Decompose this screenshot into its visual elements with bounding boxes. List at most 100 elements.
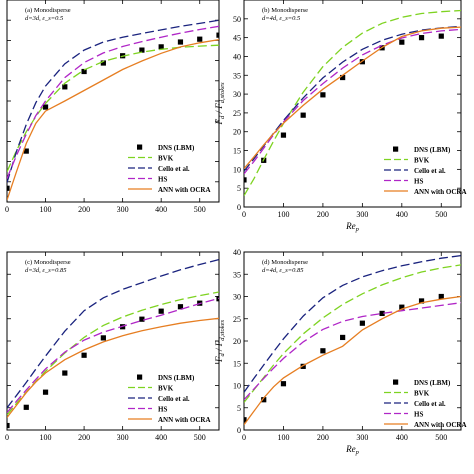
x-axis-title: Rep — [345, 444, 360, 456]
y-tick-label: 15 — [233, 359, 241, 368]
x-tick-label: 100 — [277, 433, 289, 442]
chart-panel-4: 0 100 200 300 400 500 0 5 10 15 20 25 30 35 40 (d) Mono… — [214, 248, 467, 456]
legend-marker-dns — [137, 144, 143, 150]
x-tick-label: 200 — [317, 433, 329, 442]
data-point-dns — [320, 348, 326, 354]
data-point-dns — [139, 47, 145, 53]
x-tick-label: 400 — [155, 433, 167, 442]
series-line-cello-et-al — [244, 254, 461, 393]
y-tick-label: 0 — [237, 203, 241, 212]
legend-marker-dns — [393, 146, 399, 152]
data-point-dns — [399, 39, 405, 45]
series-line-hs — [244, 302, 461, 401]
data-point-dns — [7, 422, 10, 429]
y-tick-label: 35 — [233, 270, 241, 279]
panel-params: d=3d, ε_s=0.5 — [25, 15, 64, 22]
series-line-cello-et-al — [7, 19, 219, 183]
data-point-dns — [7, 185, 10, 191]
panel-label: (d) Monodisperse — [262, 259, 308, 266]
x-tick-label: 0 — [5, 205, 9, 214]
y-axis-title: Fd / Fd,stokes — [214, 320, 226, 363]
data-point-dns — [244, 417, 247, 423]
data-point-dns — [438, 293, 444, 300]
legend-entry: HS — [414, 178, 423, 186]
series-line-bvk — [7, 44, 219, 172]
data-point-dns — [42, 104, 49, 110]
legend-entry: DNS (LBM) — [158, 144, 195, 152]
data-point-dns — [23, 404, 29, 410]
data-point-dns — [197, 36, 203, 42]
series-line-cello-et-al — [7, 258, 219, 409]
y-tick-label: 50 — [233, 15, 241, 24]
series-line-hs — [7, 25, 219, 179]
data-point-dns — [158, 308, 164, 314]
data-point-dns — [438, 33, 444, 39]
data-point-dns — [418, 298, 425, 304]
data-point-dns — [139, 316, 145, 322]
x-tick-label: 500 — [194, 433, 206, 442]
y-tick-label: 5 — [237, 404, 241, 413]
data-point-dns — [244, 177, 247, 183]
legend-entry: DNS (LBM) — [414, 379, 451, 387]
data-point-dns — [177, 39, 184, 45]
x-tick-label: 300 — [356, 210, 368, 219]
x-tick-label: 100 — [40, 205, 52, 214]
data-point-dns — [359, 320, 365, 326]
plot-area — [7, 19, 219, 201]
legend-entry: Cello et al. — [158, 395, 190, 403]
series-line-ann-with-ocra — [244, 26, 461, 170]
x-tick-label: 400 — [396, 210, 408, 219]
x-axis-title-subscript: p — [355, 226, 360, 233]
x-axis-title-subscript: p — [355, 449, 360, 456]
legend-entry: BVK — [414, 390, 430, 398]
panel-params: d=3d, ε_s=0.85 — [25, 267, 67, 274]
y-tick-label: 30 — [233, 293, 241, 302]
y-axis-title-subscript: d — [219, 115, 226, 119]
plot-area — [244, 9, 461, 197]
series-line-bvk — [244, 9, 461, 197]
plot-frame — [6, 251, 220, 431]
legend-entry: BVK — [158, 155, 174, 163]
legend-entry: HS — [158, 406, 167, 414]
y-tick-label: 25 — [233, 315, 241, 324]
data-point-dns — [280, 381, 287, 387]
x-tick-label: 100 — [277, 210, 289, 219]
data-point-dns — [62, 370, 68, 376]
legend-entry: DNS (LBM) — [158, 374, 195, 382]
x-tick-label: 0 — [242, 210, 246, 219]
data-point-dns — [100, 60, 106, 66]
x-tick-label: 300 — [117, 433, 129, 442]
data-point-dns — [399, 304, 405, 310]
y-axis-title-subscript: d,stokes — [219, 320, 226, 341]
data-point-dns — [300, 112, 306, 118]
x-tick-label: 500 — [194, 205, 206, 214]
x-tick-label: 500 — [435, 433, 447, 442]
data-point-dns — [81, 352, 87, 358]
x-axis-title-main: Re — [345, 221, 356, 231]
legend-entry: Cello et al. — [414, 167, 446, 175]
y-axis-title-subscript: d — [219, 353, 226, 357]
x-axis-title: Rep — [345, 221, 360, 233]
plot-area — [244, 254, 461, 426]
legend-entry: BVK — [414, 157, 430, 165]
y-tick-label: 10 — [233, 165, 241, 174]
series-line-bvk — [244, 264, 461, 403]
y-tick-label: 40 — [233, 248, 241, 257]
data-point-dns — [300, 363, 306, 369]
panel-params: d=4d, ε_s=0.85 — [262, 267, 304, 274]
x-tick-label: 200 — [78, 433, 90, 442]
y-tick-label: 5 — [237, 184, 241, 193]
data-point-dns — [418, 35, 425, 41]
x-tick-label: 300 — [356, 433, 368, 442]
y-tick-label: 35 — [233, 71, 241, 80]
chart-panel-2: 0 100 200 300 400 500 0 5 10 15 20 25 30 35 40 45 50 (b) … — [214, 0, 467, 233]
series-line-ann-with-ocra — [7, 317, 219, 418]
legend-marker-dns — [137, 374, 143, 380]
legend-marker-dns — [393, 379, 399, 385]
legend-entry: HS — [414, 411, 423, 419]
x-tick-label: 0 — [242, 433, 246, 442]
y-tick-label: 0 — [237, 426, 241, 435]
y-tick-label: 40 — [233, 52, 241, 61]
